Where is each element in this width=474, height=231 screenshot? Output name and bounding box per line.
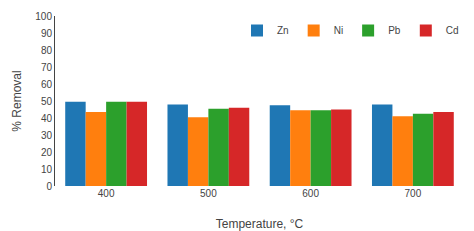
svg-text:% Removal: % Removal — [10, 70, 24, 131]
svg-text:400: 400 — [98, 188, 115, 199]
svg-text:500: 500 — [200, 188, 217, 199]
svg-text:Ni: Ni — [334, 25, 343, 36]
svg-text:600: 600 — [302, 188, 319, 199]
svg-text:50: 50 — [41, 96, 53, 107]
svg-text:0: 0 — [46, 181, 52, 192]
svg-text:70: 70 — [41, 62, 53, 73]
svg-text:10: 10 — [41, 164, 53, 175]
svg-text:80: 80 — [41, 45, 53, 56]
svg-text:90: 90 — [41, 28, 53, 39]
svg-text:40: 40 — [41, 113, 53, 124]
svg-text:30: 30 — [41, 130, 53, 141]
svg-text:100: 100 — [35, 11, 52, 22]
svg-text:Pb: Pb — [388, 25, 401, 36]
svg-text:60: 60 — [41, 79, 53, 90]
svg-text:700: 700 — [405, 188, 422, 199]
svg-text:Zn: Zn — [277, 25, 289, 36]
svg-text:Temperature, °C: Temperature, °C — [216, 217, 304, 231]
svg-text:20: 20 — [41, 147, 53, 158]
svg-text:Cd: Cd — [446, 25, 459, 36]
